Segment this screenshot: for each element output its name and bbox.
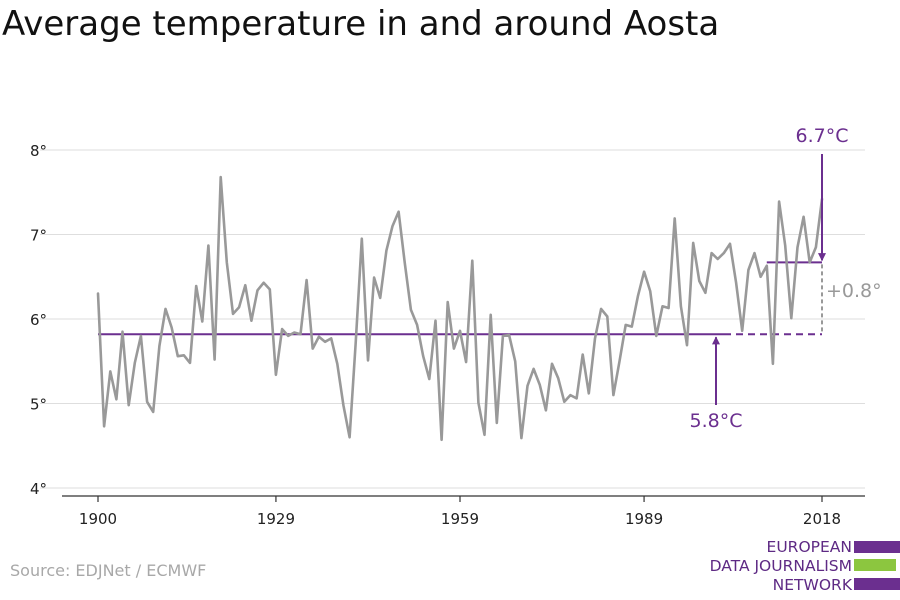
difference-label: +0.8° [826,280,882,302]
x-tick-label: 1959 [441,510,479,528]
source-note: Source: EDJNet / ECMWF [10,561,207,580]
chart-title: Average temperature in and around Aosta [2,4,720,44]
y-tick-label: 5° [30,396,47,414]
y-tick-label: 4° [30,480,47,498]
edjnet-logo: EUROPEAN DATA JOURNALISM NETWORK [700,538,900,596]
x-tick-label: 1900 [79,510,117,528]
grid-lines [40,149,865,489]
y-tick-labels: 4° 5° 6° 7° 8° [30,142,47,498]
temperature-series [96,175,824,442]
annotations: 6.7°C 5.8°C +0.8° [690,125,882,432]
logo-line-2: DATA JOURNALISM [709,557,852,575]
y-tick-label: 8° [30,142,47,160]
logo-bar-1 [854,541,900,553]
logo-line-1: EUROPEAN [766,538,852,556]
logo-bar-2 [854,559,896,571]
recent-average-label: 6.7°C [796,125,849,147]
logo-line-3: NETWORK [772,576,852,594]
logo-bar-3 [854,578,900,590]
series-line [96,175,824,442]
baseline-average-label: 5.8°C [690,410,743,432]
x-tick-label: 1929 [257,510,295,528]
y-tick-label: 7° [30,227,47,245]
x-tick-label: 2018 [803,510,841,528]
y-tick-label: 6° [30,311,47,329]
x-tick-label: 1989 [625,510,663,528]
x-tick-labels: 1900 1929 1959 1989 2018 [79,496,841,528]
